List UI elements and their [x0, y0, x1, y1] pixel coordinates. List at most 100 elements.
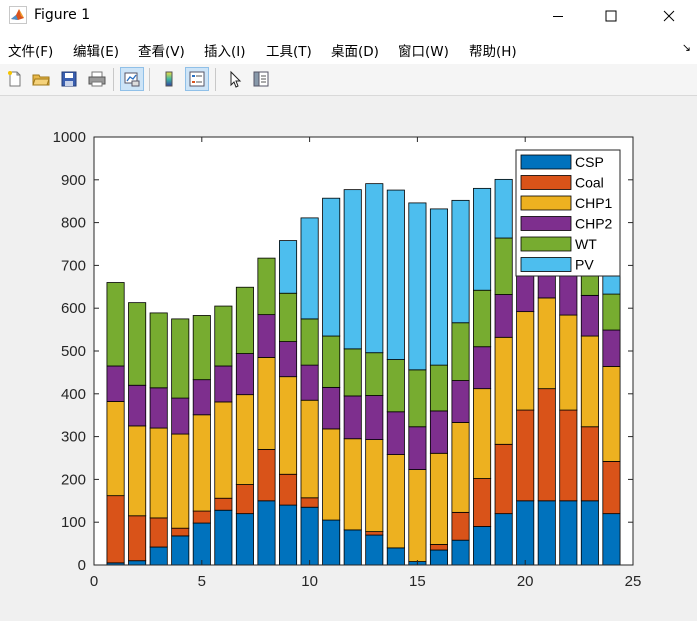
menu-view[interactable]: 查看(V)	[138, 44, 185, 60]
bar-chp2-16	[429, 410, 448, 454]
bar-csp-24	[602, 513, 621, 566]
bar-chp1-23	[580, 335, 599, 428]
bar-chp2-9	[279, 341, 298, 378]
x-tick-label: 0	[90, 573, 98, 590]
bar-wt-17	[451, 322, 470, 381]
bar-wt-3	[149, 312, 168, 389]
bar-chp2-3	[149, 387, 168, 429]
bar-wt-10	[300, 318, 319, 366]
bar-csp-22	[559, 500, 578, 566]
bar-csp-18	[473, 526, 492, 566]
bar-csp-16	[429, 549, 448, 566]
bar-coal-17	[451, 511, 470, 541]
pointer-icon[interactable]	[223, 67, 247, 91]
bar-chp1-22	[559, 314, 578, 411]
bar-wt-16	[429, 364, 448, 412]
bar-coal-9	[279, 473, 298, 506]
legend-swatch-csp	[520, 154, 572, 170]
bar-chp2-23	[580, 294, 599, 337]
bar-wt-11	[322, 335, 341, 388]
bar-wt-12	[343, 348, 362, 397]
bar-chp2-7	[235, 353, 254, 396]
bar-chp1-19	[494, 336, 513, 445]
bar-chp2-11	[322, 386, 341, 430]
bar-wt-2	[128, 302, 147, 386]
bar-wt-18	[473, 289, 492, 348]
menu-help[interactable]: 帮助(H)	[469, 44, 517, 60]
bar-csp-4	[171, 535, 190, 566]
legend-swatch-pv	[520, 257, 572, 272]
bar-csp-19	[494, 513, 513, 566]
minimize-button[interactable]	[535, 0, 581, 32]
legend-swatch-coal	[520, 175, 572, 190]
menu-insert[interactable]: 插入(I)	[204, 44, 246, 60]
minimize-icon	[553, 16, 563, 17]
save-icon[interactable]	[57, 67, 81, 91]
close-button[interactable]	[646, 0, 692, 32]
bar-wt-1	[106, 282, 125, 367]
bar-pv-10	[300, 217, 319, 320]
bar-coal-13	[365, 531, 384, 536]
new-figure-icon[interactable]	[3, 67, 27, 91]
bar-wt-19	[494, 237, 513, 295]
bar-chp1-2	[128, 425, 147, 517]
bar-chp1-10	[300, 399, 319, 499]
legend-label-csp: CSP	[575, 154, 604, 170]
insert-legend-icon[interactable]	[185, 67, 209, 91]
bar-csp-13	[365, 534, 384, 566]
y-tick-label: 600	[61, 300, 86, 317]
bar-chp1-14	[386, 454, 405, 549]
toolbar-separator	[149, 68, 150, 91]
open-file-icon[interactable]	[29, 67, 53, 91]
bar-chp1-15	[408, 469, 427, 562]
bar-chp1-6	[214, 401, 233, 499]
menu-tools[interactable]: 工具(T)	[266, 44, 312, 60]
x-tick-label: 20	[517, 573, 534, 590]
bar-chp1-18	[473, 388, 492, 479]
bar-wt-7	[235, 286, 254, 354]
insert-colorbar-icon[interactable]	[157, 67, 181, 91]
maximize-icon	[605, 10, 617, 22]
bar-chp2-1	[106, 365, 125, 402]
bar-chp2-4	[171, 397, 190, 435]
menu-bar: 文件(F) 编辑(E) 查看(V) 插入(I) 工具(T) 桌面(D) 窗口(W…	[0, 32, 697, 64]
legend-label-wt: WT	[575, 236, 597, 252]
bar-coal-4	[171, 527, 190, 537]
bar-chp2-17	[451, 380, 470, 423]
bar-chp2-6	[214, 365, 233, 403]
bar-wt-13	[365, 352, 384, 396]
menu-file[interactable]: 文件(F)	[8, 44, 54, 60]
bar-csp-20	[516, 500, 535, 566]
legend-box[interactable]	[515, 149, 621, 277]
legend-label-chp2: CHP2	[575, 216, 613, 232]
stacked-bar-chart: 0 100 200 300 400 500 600 700 800 900 1000 0 5 10 15 20…	[53, 129, 642, 590]
link-plot-icon[interactable]	[120, 67, 144, 91]
bar-pv-16	[429, 208, 448, 366]
y-tick-label: 1000	[53, 129, 86, 146]
bar-wt-24	[602, 293, 621, 331]
bar-chp1-9	[279, 376, 298, 475]
figure-canvas: 0 100 200 300 400 500 600 700 800 900 1000 0 5 10 15 20…	[0, 96, 697, 621]
bar-coal-7	[235, 484, 254, 515]
bar-csp-5	[192, 522, 211, 566]
bar-pv-14	[386, 189, 405, 360]
dock-arrow-icon[interactable]: ↘	[681, 41, 691, 54]
maximize-button[interactable]	[588, 0, 634, 32]
print-icon[interactable]	[85, 67, 109, 91]
bar-chp2-5	[192, 379, 211, 416]
x-tick-label: 5	[198, 573, 206, 590]
menu-edit[interactable]: 编辑(E)	[73, 44, 120, 60]
menu-window[interactable]: 窗口(W)	[398, 44, 449, 60]
bar-chp1-16	[429, 452, 448, 545]
property-editor-icon[interactable]	[249, 67, 273, 91]
y-tick-label: 300	[61, 429, 86, 446]
bar-wt-15	[408, 369, 427, 428]
bar-coal-16	[429, 544, 448, 551]
bar-chp1-13	[365, 439, 384, 533]
bar-coal-19	[494, 443, 513, 515]
legend-swatch-wt	[520, 236, 572, 252]
menu-desktop[interactable]: 桌面(D)	[331, 44, 379, 60]
bar-pv-18	[473, 187, 492, 291]
bar-wt-9	[279, 292, 298, 342]
bar-chp2-10	[300, 364, 319, 401]
